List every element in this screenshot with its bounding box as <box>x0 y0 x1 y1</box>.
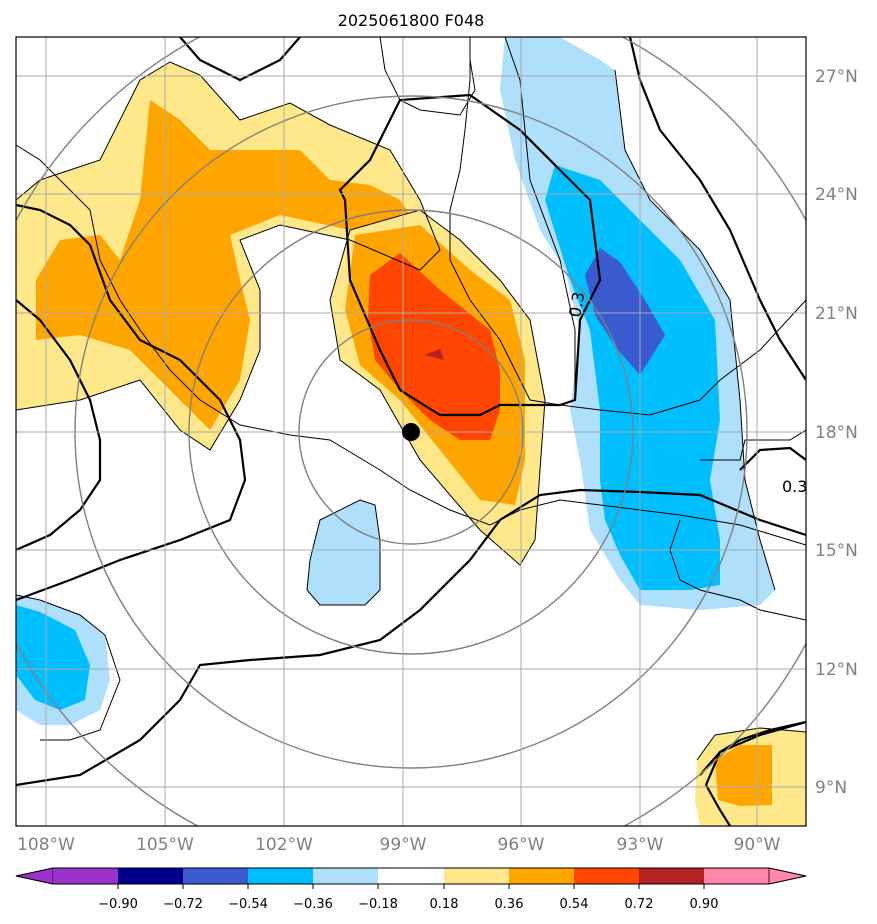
colorbar-tick-label: 0.72 <box>625 897 654 912</box>
storm-center-marker <box>402 423 420 441</box>
map-frame <box>15 36 807 827</box>
lon-tick-label: 99°W <box>380 835 427 855</box>
colorbar-extend-low <box>15 867 54 885</box>
map-area: 0.3 0.3 <box>16 37 807 826</box>
lat-tick-label: 15°N <box>815 541 858 561</box>
thick-contours <box>16 37 806 826</box>
gridlines <box>16 37 806 826</box>
lon-tick-label: 93°W <box>617 835 664 855</box>
lon-tick-label: 105°W <box>136 835 194 855</box>
colorbar-segment <box>183 868 248 884</box>
colorbar-ticks <box>117 884 705 889</box>
lat-tick-label: 27°N <box>815 67 858 87</box>
field-veracruz-red <box>368 253 500 440</box>
colorbar-segment <box>704 868 769 884</box>
colorbar-tick-label: −0.72 <box>163 897 203 912</box>
lat-tick-label: 21°N <box>815 304 858 324</box>
field-west-orange <box>36 100 420 430</box>
field-pacific-light-blue <box>307 500 380 605</box>
contour-label: 0.3 <box>782 477 807 496</box>
lat-tick-label: 24°N <box>815 185 858 205</box>
colorbar-segment <box>53 868 118 884</box>
colorbar-segment <box>574 868 639 884</box>
contour-label: 0.3 <box>565 290 588 318</box>
field-east-royal-blue <box>585 248 665 375</box>
lon-tick-label: 108°W <box>17 835 75 855</box>
lon-tick-label: 96°W <box>498 835 545 855</box>
colorbar-outline <box>15 867 807 885</box>
lat-tick-label: 12°N <box>815 660 858 680</box>
colorbar: −0.90 −0.72 −0.54 −0.36 −0.18 0.18 0.36 … <box>15 867 807 912</box>
colorbar-segment <box>313 868 378 884</box>
colorbar-tick-label: 0.54 <box>560 897 589 912</box>
lon-tick-label: 102°W <box>255 835 313 855</box>
colorbar-extend-high <box>768 867 807 885</box>
colorbar-tick-label: −0.18 <box>358 897 398 912</box>
colorbar-tick-label: −0.36 <box>293 897 333 912</box>
lon-tick-label: 90°W <box>734 835 781 855</box>
lat-tick-label: 18°N <box>815 423 858 443</box>
colorbar-tick-label: 0.36 <box>495 897 524 912</box>
colorbar-segment <box>444 868 509 884</box>
chart-title: 2025061800 F048 <box>338 11 485 30</box>
colorbar-tick-label: −0.54 <box>228 897 268 912</box>
colorbar-segment <box>509 868 574 884</box>
field-veracruz-darkred <box>425 349 444 360</box>
field-se-orange <box>715 745 772 806</box>
colorbar-tick-label: −0.90 <box>98 897 138 912</box>
field-farwest-deep-sky-blue <box>16 605 90 710</box>
colorbar-tick-label: 0.90 <box>690 897 719 912</box>
colorbar-segment <box>639 868 704 884</box>
colorbar-segment <box>248 868 313 884</box>
colorbar-tick-label: 0.18 <box>430 897 459 912</box>
lat-tick-label: 9°N <box>815 778 847 798</box>
lon-tick-labels: 108°W 105°W 102°W 99°W 96°W 93°W 90°W <box>17 835 781 855</box>
coastlines <box>16 37 806 621</box>
colorbar-segment <box>118 868 183 884</box>
colorbar-segment <box>378 868 444 884</box>
lat-tick-labels: 27°N 24°N 21°N 18°N 15°N 12°N 9°N <box>815 67 858 798</box>
